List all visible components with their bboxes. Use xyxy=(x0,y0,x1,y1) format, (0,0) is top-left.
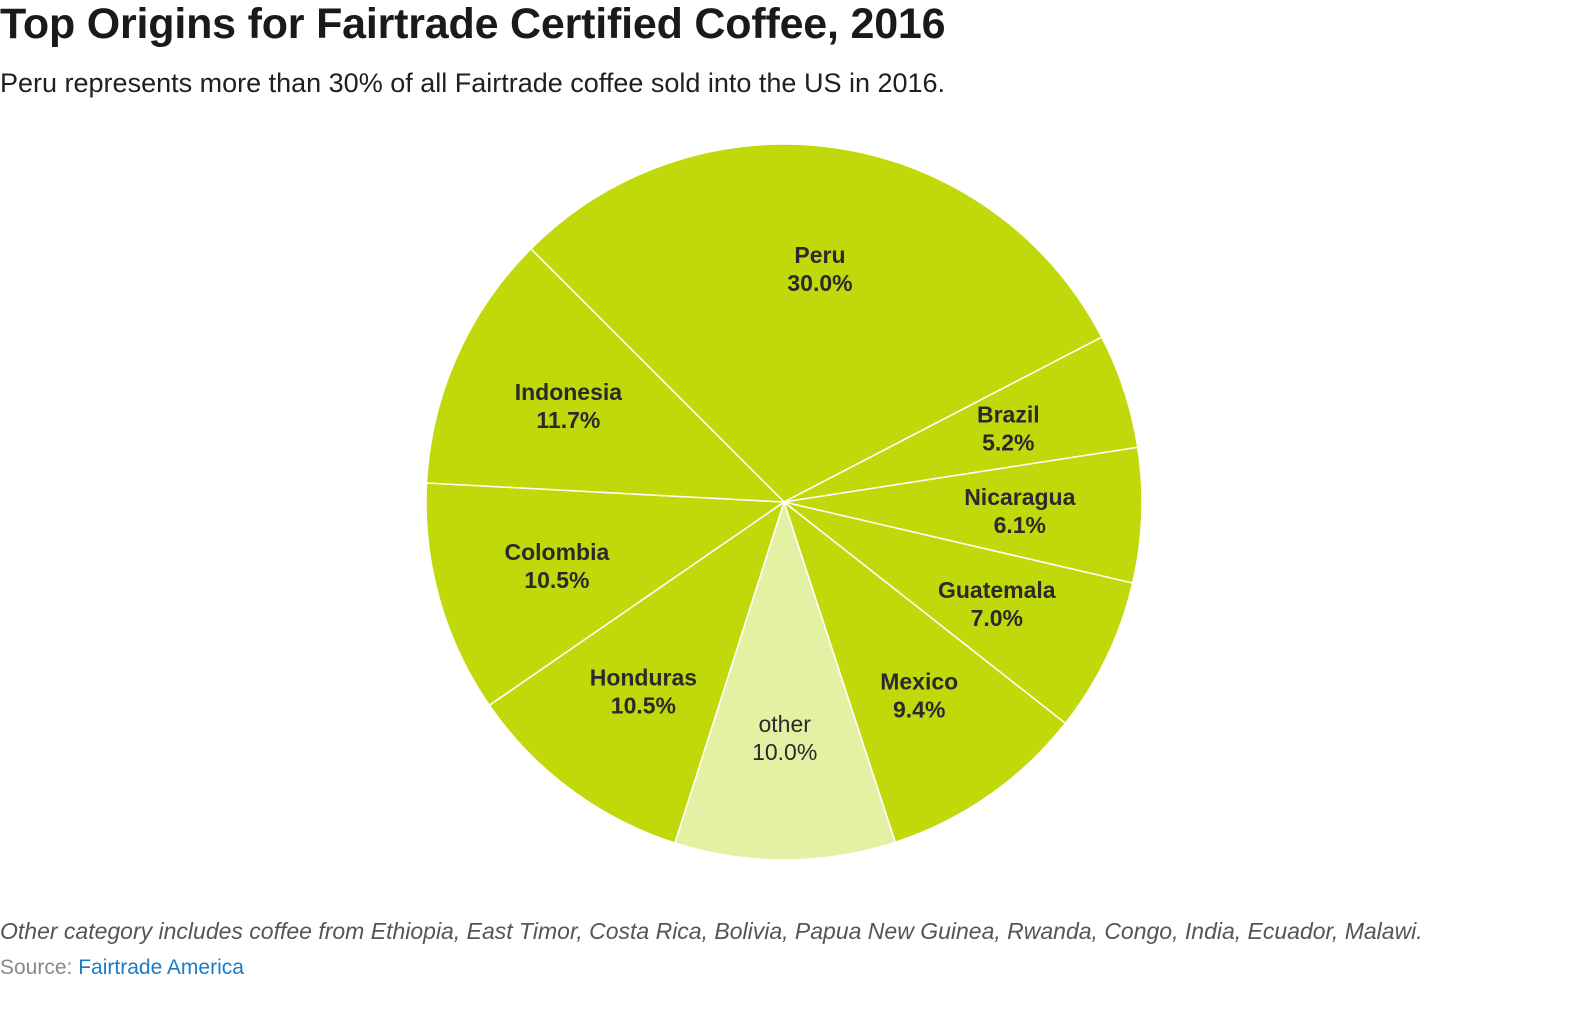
slice-name-label: Nicaragua xyxy=(964,484,1075,510)
pie-slice-honduras[interactable] xyxy=(488,500,786,844)
pie-slice-mexico[interactable] xyxy=(782,499,1067,844)
pie-slice-colombia[interactable] xyxy=(425,482,787,707)
slice-name-label: Colombia xyxy=(505,539,610,565)
chart-title: Top Origins for Fairtrade Certified Coff… xyxy=(0,0,946,48)
source-line: Source: Fairtrade America xyxy=(0,956,244,980)
slice-value-label: 10.5% xyxy=(524,567,589,593)
source-prefix: Source: xyxy=(0,956,79,979)
slice-name-label: Brazil xyxy=(977,402,1040,428)
slice-name-label: Honduras xyxy=(590,665,697,691)
slice-name-label: Mexico xyxy=(880,668,958,694)
slice-value-label: 6.1% xyxy=(994,512,1046,538)
footnote: Other category includes coffee from Ethi… xyxy=(0,918,1423,944)
chart-subtitle: Peru represents more than 30% of all Fai… xyxy=(0,68,946,98)
slice-value-label: 30.0% xyxy=(787,270,852,296)
pie-slice-indonesia[interactable] xyxy=(425,247,786,503)
pie-slice-nicaragua[interactable] xyxy=(783,446,1143,584)
pie-slice-peru[interactable] xyxy=(529,143,1103,503)
slice-value-label: 10.5% xyxy=(611,693,676,719)
pie-slices xyxy=(425,143,1143,861)
slice-name-label: Peru xyxy=(794,242,845,268)
slice-name-label: Indonesia xyxy=(515,379,623,405)
source-link[interactable]: Fairtrade America xyxy=(78,956,244,979)
slice-value-label: 7.0% xyxy=(971,605,1023,631)
pie-slice-other[interactable] xyxy=(673,499,897,861)
slice-value-label: 5.2% xyxy=(982,430,1034,456)
slice-value-label: 10.0% xyxy=(752,739,817,765)
slice-value-label: 9.4% xyxy=(893,696,945,722)
slice-name-label: other xyxy=(758,711,811,737)
slice-value-label: 11.7% xyxy=(536,407,600,433)
slice-name-label: Guatemala xyxy=(938,577,1056,603)
pie-slice-guatemala[interactable] xyxy=(783,501,1134,725)
